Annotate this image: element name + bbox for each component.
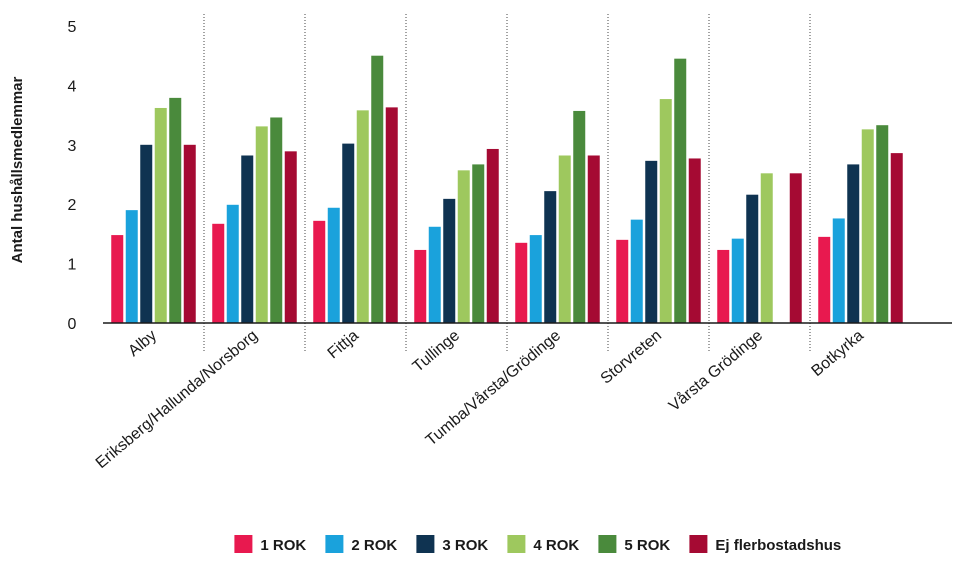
x-tick-label: Botkyrka <box>808 327 867 380</box>
bar <box>327 207 340 323</box>
legend-swatch <box>507 535 526 553</box>
legend-item: 5 ROK <box>598 535 670 554</box>
legend-swatch <box>598 535 617 553</box>
x-tick-label: Storvreten <box>598 327 665 387</box>
bar <box>385 107 398 324</box>
legend: 1 ROK 2 ROK 3 ROK 4 ROK 5 ROK Ej flerbostadsh… <box>234 535 841 554</box>
bar <box>169 97 182 324</box>
legend-label: 3 ROK <box>442 537 488 554</box>
bar <box>414 249 427 323</box>
bar <box>760 173 773 323</box>
legend-item: Ej flerbostadshus <box>689 535 841 554</box>
bar <box>313 220 326 323</box>
legend-swatch <box>689 535 708 553</box>
bar <box>125 210 138 323</box>
bar <box>573 110 586 323</box>
bar <box>111 235 124 323</box>
bar <box>558 155 571 323</box>
bar <box>140 144 153 323</box>
legend-label: 1 ROK <box>260 537 306 554</box>
bar <box>457 170 470 323</box>
y-axis-ticks: 0 1 2 3 4 5 <box>68 19 77 333</box>
bar <box>587 155 600 323</box>
bar <box>717 249 730 323</box>
y-tick-label: 1 <box>68 257 77 274</box>
bar <box>630 219 643 323</box>
legend-item: 2 ROK <box>325 535 397 554</box>
legend-label: 5 ROK <box>624 537 670 554</box>
legend-item: 3 ROK <box>416 535 488 554</box>
bar <box>876 125 889 323</box>
x-tick-label: Eriksberg/Hallunda/Norsborg <box>93 327 261 472</box>
y-tick-label: 3 <box>68 138 77 155</box>
bar <box>212 223 225 323</box>
bar <box>428 226 441 323</box>
x-tick-label: Alby <box>125 327 160 360</box>
bar <box>847 164 860 323</box>
bar <box>226 204 239 323</box>
x-tick-label: Tullinge <box>410 327 463 376</box>
legend-label: Ej flerbostadshus <box>715 537 841 554</box>
bar <box>731 238 744 323</box>
bar <box>544 191 557 323</box>
bar <box>356 110 369 324</box>
bar <box>284 151 297 323</box>
bar <box>342 143 355 323</box>
bar <box>616 239 629 323</box>
bar <box>241 155 254 323</box>
legend-label: 4 ROK <box>533 537 579 554</box>
bar <box>270 117 283 323</box>
bar <box>371 55 384 323</box>
x-tick-label: Fittja <box>325 327 363 362</box>
category-separators <box>203 14 811 352</box>
y-tick-label: 4 <box>68 78 77 95</box>
bar <box>255 126 268 323</box>
bar <box>818 236 831 323</box>
y-axis-title: Antal hushållsmedlemmar <box>9 76 26 263</box>
bar <box>674 58 687 324</box>
y-tick-label: 5 <box>68 19 77 36</box>
x-tick-label: Vårsta Grödinge <box>665 326 766 415</box>
bars <box>111 55 903 324</box>
bar <box>890 153 903 323</box>
bar <box>515 242 528 323</box>
bar <box>789 173 802 323</box>
bar <box>659 99 672 323</box>
bar <box>486 148 499 323</box>
bar <box>443 198 456 323</box>
legend-item: 4 ROK <box>507 535 579 554</box>
bar <box>861 129 874 323</box>
legend-swatch <box>325 535 344 553</box>
y-tick-label: 2 <box>68 197 77 214</box>
legend-item: 1 ROK <box>234 535 306 554</box>
bar <box>746 194 759 323</box>
bar <box>832 218 845 323</box>
legend-swatch <box>234 535 253 553</box>
bar <box>688 158 701 323</box>
bar <box>645 160 658 323</box>
y-tick-label: 0 <box>68 316 77 333</box>
bar <box>472 164 485 323</box>
bar <box>183 144 196 323</box>
legend-swatch <box>416 535 435 553</box>
legend-label: 2 ROK <box>351 537 397 554</box>
bar <box>154 107 167 323</box>
bar <box>529 235 542 323</box>
